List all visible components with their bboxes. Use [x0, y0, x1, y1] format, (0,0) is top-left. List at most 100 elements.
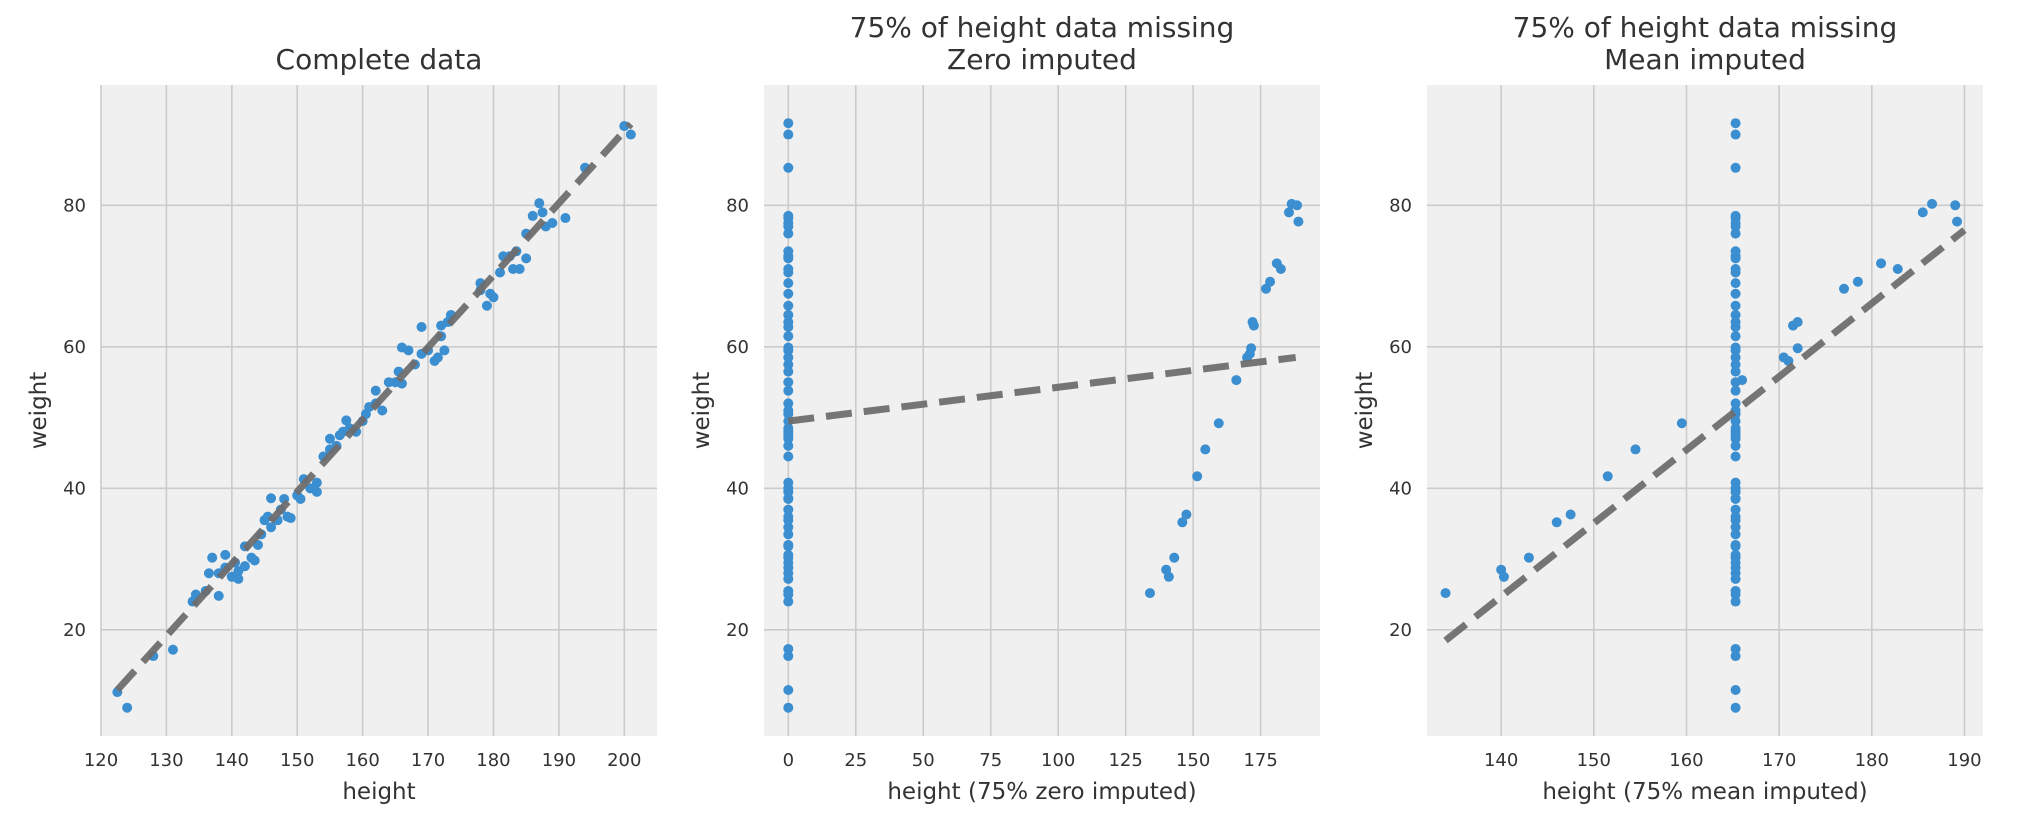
- data-point: [1730, 263, 1741, 274]
- subplot-zero-imputed: 0 25 50 75 100 125 150 175 20 40 60 80 height (75% z…: [689, 11, 1320, 805]
- data-point: [233, 573, 244, 584]
- data-point: [1730, 477, 1741, 488]
- data-point: [495, 267, 506, 278]
- data-point: [1792, 317, 1803, 328]
- regression-fit-line: [1443, 227, 1967, 644]
- data-point: [1275, 263, 1286, 274]
- regression-fit-line: [114, 121, 634, 693]
- data-point: [1792, 343, 1803, 354]
- data-point: [1523, 552, 1534, 563]
- data-point: [783, 366, 794, 377]
- data-point: [783, 331, 794, 342]
- data-point: [1730, 342, 1741, 353]
- data-point: [1730, 643, 1741, 654]
- scatter-points: [783, 118, 1304, 713]
- data-point: [537, 207, 548, 218]
- y-tick-label: 80: [1389, 195, 1412, 216]
- data-point: [266, 522, 277, 533]
- data-point: [213, 590, 224, 601]
- data-point: [1892, 263, 1903, 274]
- data-point: [1169, 552, 1180, 563]
- data-point: [783, 539, 794, 550]
- data-point: [783, 643, 794, 654]
- data-point: [1213, 418, 1224, 429]
- data-point: [783, 300, 794, 311]
- data-point: [783, 477, 794, 488]
- data-point: [1730, 129, 1741, 140]
- x-tick-label: 190: [1947, 750, 1981, 771]
- x-tick-label: 150: [1176, 750, 1210, 771]
- data-point: [239, 561, 250, 572]
- gridlines: [100, 85, 657, 736]
- data-point: [416, 322, 427, 333]
- y-axis-label: weight: [26, 372, 52, 450]
- data-point: [1730, 118, 1741, 129]
- plot-area: [1427, 85, 1983, 736]
- data-point: [783, 352, 794, 363]
- data-point: [527, 210, 538, 221]
- data-point: [783, 288, 794, 299]
- chart-title-zero-imputed-line-2: Zero imputed: [947, 43, 1137, 76]
- data-point: [1730, 288, 1741, 299]
- x-tick-label: 170: [1762, 750, 1796, 771]
- data-point: [1265, 276, 1276, 287]
- data-point: [1630, 444, 1641, 455]
- x-tick-label: 75: [979, 750, 1002, 771]
- data-point: [1730, 585, 1741, 596]
- data-point: [1730, 539, 1741, 550]
- data-point: [1163, 571, 1174, 582]
- data-point: [1730, 511, 1741, 522]
- plot-area: [764, 85, 1320, 736]
- data-point: [370, 385, 381, 396]
- data-point: [783, 263, 794, 274]
- x-tick-label: 175: [1243, 750, 1277, 771]
- data-point: [1730, 278, 1741, 289]
- data-point: [1730, 228, 1741, 239]
- data-point: [1292, 200, 1303, 211]
- data-point: [783, 596, 794, 607]
- data-point: [311, 477, 322, 488]
- data-point: [783, 685, 794, 696]
- data-point: [295, 493, 306, 504]
- data-point: [783, 377, 794, 388]
- y-tick-label: 60: [1389, 337, 1412, 358]
- data-point: [1730, 210, 1741, 221]
- data-point: [1730, 651, 1741, 662]
- data-point: [1730, 416, 1741, 427]
- y-tick-label: 40: [726, 478, 749, 499]
- data-point: [783, 210, 794, 221]
- data-point: [1730, 366, 1741, 377]
- data-point: [1917, 207, 1928, 218]
- data-point: [1181, 509, 1192, 520]
- data-point: [1177, 517, 1188, 528]
- data-point: [783, 529, 794, 540]
- data-point: [1730, 317, 1741, 328]
- data-point: [783, 317, 794, 328]
- data-point: [783, 359, 794, 370]
- y-tick-label: 60: [63, 337, 86, 358]
- data-point: [167, 644, 178, 655]
- data-point: [439, 345, 450, 356]
- data-point: [1852, 276, 1863, 287]
- data-point: [432, 352, 443, 363]
- data-point: [481, 300, 492, 311]
- gridlines: [764, 85, 1320, 736]
- data-point: [1730, 596, 1741, 607]
- data-point: [377, 405, 388, 416]
- y-tick-label: 40: [1389, 478, 1412, 499]
- y-tick-label: 80: [726, 195, 749, 216]
- data-point: [1927, 198, 1938, 209]
- data-point: [514, 263, 525, 274]
- y-axis-label: weight: [689, 372, 715, 450]
- x-tick-label: 160: [345, 750, 379, 771]
- x-tick-label: 140: [1484, 750, 1518, 771]
- x-tick-label: 160: [1669, 750, 1703, 771]
- chart-title-mean-imputed-line-1: 75% of height data missing: [1513, 11, 1898, 44]
- y-tick-label: 20: [1389, 620, 1412, 641]
- data-point: [783, 246, 794, 257]
- x-tick-label: 120: [84, 750, 118, 771]
- data-point: [1200, 444, 1211, 455]
- x-axis-label: height: [342, 779, 415, 805]
- data-point: [1293, 216, 1304, 227]
